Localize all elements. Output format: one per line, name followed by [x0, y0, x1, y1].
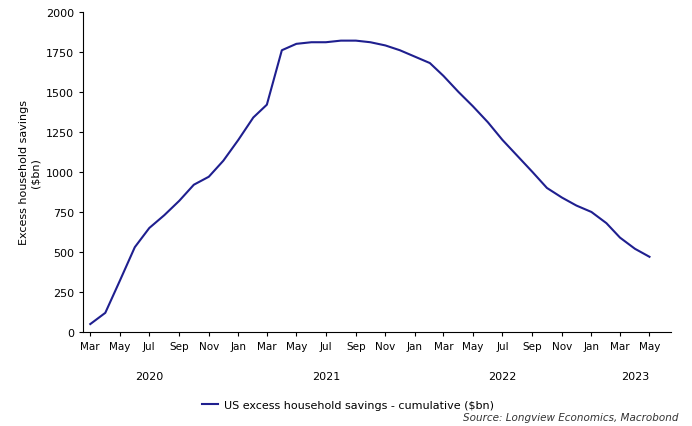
Text: 2022: 2022: [489, 371, 517, 381]
Text: Source: Longview Economics, Macrobond: Source: Longview Economics, Macrobond: [463, 412, 678, 422]
Legend: US excess household savings - cumulative ($bn): US excess household savings - cumulative…: [197, 395, 498, 414]
Text: 2023: 2023: [621, 371, 649, 381]
Text: 2021: 2021: [311, 371, 340, 381]
Text: 2020: 2020: [135, 371, 163, 381]
Y-axis label: Excess household savings
($bn): Excess household savings ($bn): [19, 100, 40, 245]
